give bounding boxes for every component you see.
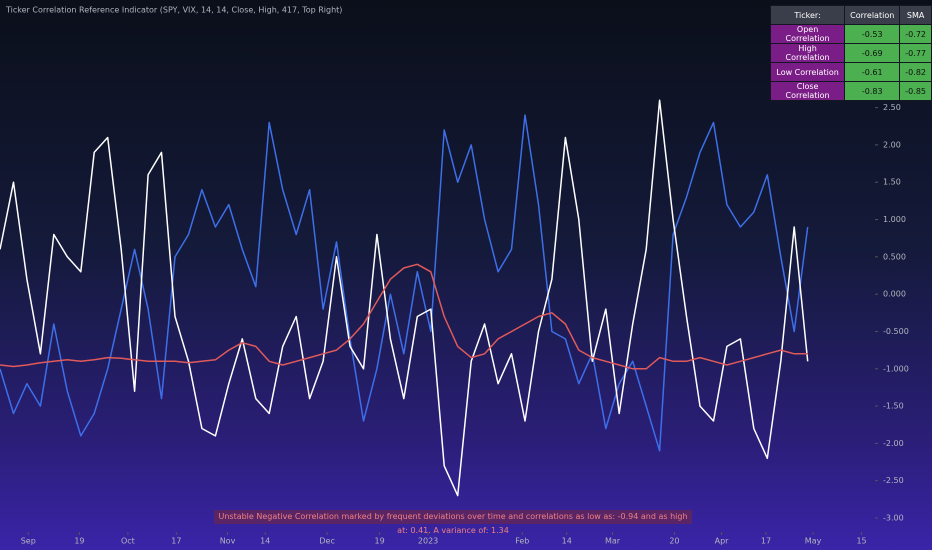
x-tick-label: Nov xyxy=(220,537,236,546)
x-tick-label: Mar xyxy=(605,537,621,546)
annotation: Unstable Negative Correlation marked by … xyxy=(214,510,692,535)
table-cell: Ticker: xyxy=(769,5,846,25)
table-row: Low Correlation -0.61 -0.82 xyxy=(769,62,932,82)
table-cell: SMA xyxy=(899,5,932,25)
x-tick-label: 19 xyxy=(375,537,385,546)
x-tick-label: Dec xyxy=(319,537,334,546)
chart-title: Ticker Correlation Reference Indicator (… xyxy=(5,6,342,15)
table-cell: -0.72 xyxy=(899,24,932,44)
x-tick-label: 20 xyxy=(669,537,679,546)
table-cell: -0.53 xyxy=(844,24,901,44)
x-tick-label: 14 xyxy=(562,537,572,546)
y-tick-label: 2.50 xyxy=(883,103,901,112)
x-tick-label: 14 xyxy=(260,537,270,546)
y-tick-label: 0.000 xyxy=(883,290,906,299)
table-row: Ticker: Correlation SMA xyxy=(769,5,932,25)
x-tick-label: 17 xyxy=(171,537,181,546)
table-cell: -0.82 xyxy=(899,62,932,82)
y-tick-label: 0.500 xyxy=(883,252,906,261)
table-cell: Low Correlation xyxy=(769,62,846,82)
series-line xyxy=(0,263,808,370)
series-line xyxy=(0,114,809,452)
y-tick-label: -1.000 xyxy=(883,364,909,373)
table-cell: High Correlation xyxy=(769,43,846,63)
y-tick-label: -3.00 xyxy=(883,514,904,523)
table-cell: -0.85 xyxy=(899,81,932,101)
table-cell: -0.69 xyxy=(844,43,901,63)
correlation-table: Ticker: Correlation SMA Open Correlation -0.… xyxy=(769,5,932,101)
table-row: Open Correlation -0.53 -0.72 xyxy=(769,24,932,44)
table-cell: Correlation xyxy=(844,5,901,25)
y-tick-label: 1.000 xyxy=(883,215,906,224)
x-tick-label: Sep xyxy=(21,537,36,546)
y-tick-label: -1.50 xyxy=(883,402,904,411)
y-tick-label: 2.00 xyxy=(883,140,901,149)
table-cell: -0.77 xyxy=(899,43,932,63)
y-tick-label: -0.500 xyxy=(883,327,909,336)
x-tick-label: 19 xyxy=(74,537,84,546)
x-tick-label: Apr xyxy=(715,537,730,546)
y-tick-label: 1.50 xyxy=(883,178,901,187)
x-tick-label: 17 xyxy=(761,537,771,546)
x-tick-label: May xyxy=(805,537,822,546)
table-row: Close Correlation -0.83 -0.85 xyxy=(769,81,932,101)
series-line xyxy=(0,99,809,497)
x-tick-label: Oct xyxy=(121,537,135,546)
table-cell: Open Correlation xyxy=(769,24,846,44)
y-tick-label: -2.50 xyxy=(883,476,904,485)
table-cell: -0.61 xyxy=(844,62,901,82)
x-tick-label: Feb xyxy=(515,537,529,546)
y-tick-label: -2.00 xyxy=(883,439,904,448)
table-cell: -0.83 xyxy=(844,81,901,101)
x-tick-label: 15 xyxy=(856,537,866,546)
x-tick-label: 2023 xyxy=(418,537,438,546)
table-cell: Close Correlation xyxy=(769,81,846,101)
table-row: High Correlation -0.69 -0.77 xyxy=(769,43,932,63)
